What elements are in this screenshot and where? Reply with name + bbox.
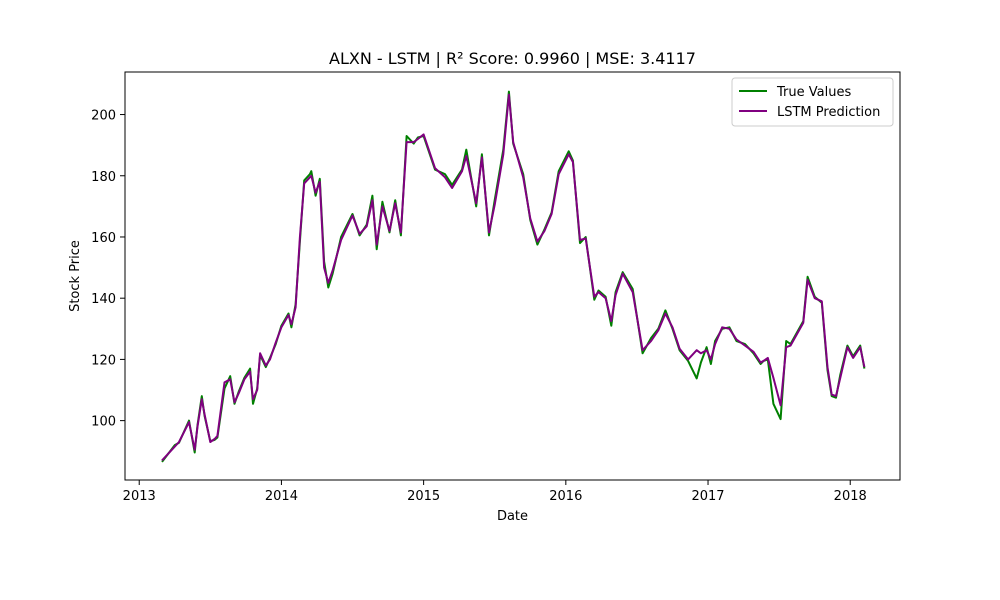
x-tick-label: 2018 bbox=[834, 489, 867, 504]
y-tick-label: 140 bbox=[91, 292, 116, 307]
x-axis: 2013 2014 2015 2016 2017 2018 bbox=[123, 480, 867, 504]
x-tick-label: 2015 bbox=[407, 489, 440, 504]
legend-label-true-values: True Values bbox=[776, 85, 851, 100]
y-tick-label: 180 bbox=[91, 170, 116, 185]
legend-box bbox=[731, 77, 894, 127]
x-tick-label: 2016 bbox=[549, 489, 582, 504]
chart-title: ALXN - LSTM | R² Score: 0.9960 | MSE: 3.… bbox=[329, 49, 696, 68]
x-tick-label: 2017 bbox=[691, 489, 724, 504]
y-tick-label: 100 bbox=[91, 415, 116, 430]
x-axis-label: Date bbox=[497, 509, 528, 524]
y-tick-label: 120 bbox=[91, 353, 116, 368]
y-axis: 100 120 140 160 180 200 bbox=[91, 109, 125, 430]
series-lines bbox=[161, 90, 866, 463]
y-tick-label: 160 bbox=[91, 231, 116, 246]
legend-label-lstm-prediction: LSTM Prediction bbox=[777, 105, 880, 120]
y-axis-label: Stock Price bbox=[68, 240, 83, 312]
series-line-lstm-prediction bbox=[161, 93, 866, 462]
y-tick-label: 200 bbox=[91, 109, 116, 124]
x-tick-label: 2013 bbox=[123, 489, 156, 504]
x-tick-label: 2014 bbox=[265, 489, 298, 504]
legend: True Values LSTM Prediction bbox=[731, 77, 894, 127]
plot-area: 2013 2014 2015 2016 2017 2018 100 120 140 160 180… bbox=[91, 71, 901, 504]
